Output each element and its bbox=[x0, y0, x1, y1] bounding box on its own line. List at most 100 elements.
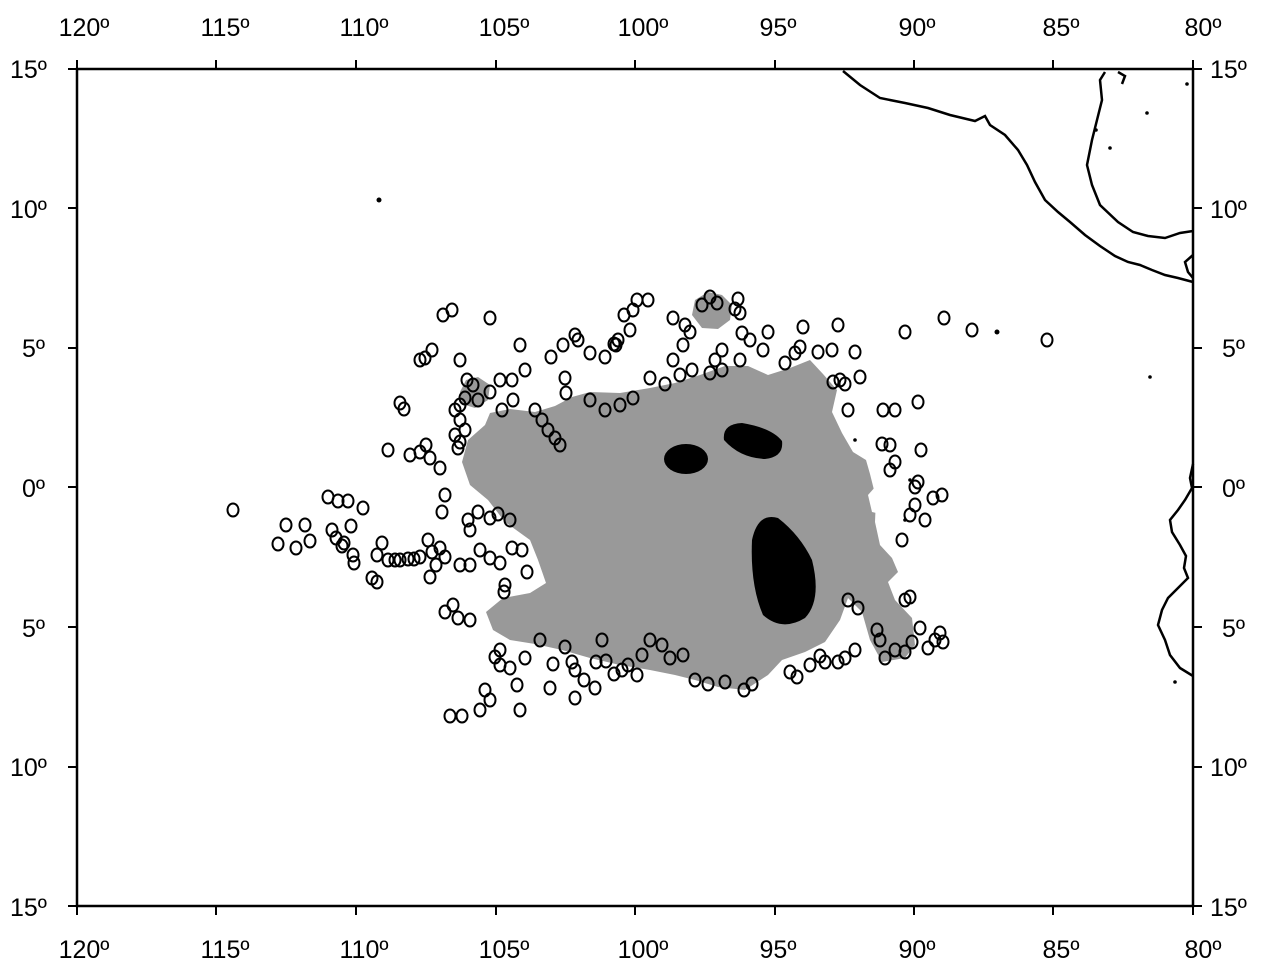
record-marker bbox=[630, 667, 644, 683]
record-marker bbox=[803, 657, 817, 673]
record-marker bbox=[937, 310, 951, 326]
bottom-label-115: 115º bbox=[201, 936, 250, 964]
record-marker bbox=[466, 377, 480, 393]
record-marker bbox=[626, 390, 640, 406]
record-marker bbox=[718, 674, 732, 690]
record-marker bbox=[833, 372, 847, 388]
record-marker bbox=[936, 634, 950, 650]
island-speck bbox=[1148, 375, 1152, 379]
record-marker bbox=[831, 317, 845, 333]
record-marker bbox=[335, 538, 349, 554]
record-marker bbox=[463, 522, 477, 538]
record-marker bbox=[397, 401, 411, 417]
record-marker bbox=[443, 708, 457, 724]
record-marker bbox=[381, 442, 395, 458]
record-marker bbox=[438, 487, 452, 503]
record-marker bbox=[577, 672, 591, 688]
record-marker bbox=[848, 642, 862, 658]
record-marker bbox=[544, 349, 558, 365]
right-label-5n: 5º bbox=[1222, 335, 1245, 363]
record-marker bbox=[393, 552, 407, 568]
record-marker bbox=[607, 666, 621, 682]
bottom-label-95: 95º bbox=[760, 936, 797, 964]
record-marker bbox=[838, 650, 852, 666]
record-marker bbox=[623, 322, 637, 338]
record-marker bbox=[831, 654, 845, 670]
record-marker bbox=[497, 584, 511, 600]
record-marker bbox=[546, 656, 560, 672]
record-marker bbox=[676, 647, 690, 663]
record-marker bbox=[933, 625, 947, 641]
record-marker bbox=[853, 369, 867, 385]
record-marker bbox=[325, 522, 339, 538]
record-marker bbox=[908, 479, 922, 495]
record-marker bbox=[423, 450, 437, 466]
record-marker bbox=[503, 512, 517, 528]
left-tick-labels: 15º 10º 5º 0º 5º 10º 15º bbox=[10, 56, 47, 922]
record-marker bbox=[913, 620, 927, 636]
record-marker bbox=[303, 533, 317, 549]
record-marker bbox=[346, 547, 360, 563]
right-tick-labels: 15º 10º 5º 0º 5º 10º 15º bbox=[1210, 56, 1247, 922]
record-marker bbox=[568, 662, 582, 678]
island-speck bbox=[908, 478, 912, 482]
island-speck bbox=[1094, 128, 1098, 132]
record-marker bbox=[903, 589, 917, 605]
core-area-3 bbox=[751, 516, 816, 625]
record-marker bbox=[666, 310, 680, 326]
record-marker bbox=[453, 434, 467, 450]
record-marker bbox=[926, 490, 940, 506]
record-marker bbox=[429, 557, 443, 573]
record-marker bbox=[703, 365, 717, 381]
record-marker bbox=[498, 577, 512, 593]
record-marker bbox=[918, 512, 932, 528]
record-marker bbox=[513, 702, 527, 718]
record-marker bbox=[598, 349, 612, 365]
left-label-15s: 15º bbox=[10, 894, 47, 922]
left-label-10s: 10º bbox=[10, 754, 47, 782]
record-marker bbox=[513, 337, 527, 353]
record-marker bbox=[841, 402, 855, 418]
left-label-0: 0º bbox=[22, 475, 45, 503]
record-marker bbox=[568, 690, 582, 706]
record-marker bbox=[965, 322, 979, 338]
record-marker bbox=[370, 574, 384, 590]
bottom-label-90: 90º bbox=[899, 936, 936, 964]
top-tick-labels: 120º 115º 110º 105º 100º 95º 90º 85º 80º bbox=[59, 14, 1222, 42]
right-label-15s: 15º bbox=[1210, 894, 1247, 922]
record-marker bbox=[621, 657, 635, 673]
area-gap bbox=[868, 486, 893, 515]
top-label-120: 120º bbox=[59, 14, 110, 42]
record-marker bbox=[761, 324, 775, 340]
top-label-95: 95º bbox=[760, 14, 797, 42]
record-marker bbox=[609, 337, 623, 353]
record-marker bbox=[818, 654, 832, 670]
record-marker bbox=[788, 345, 802, 361]
record-marker bbox=[279, 517, 293, 533]
bottom-label-110: 110º bbox=[340, 936, 389, 964]
record-marker bbox=[756, 342, 770, 358]
record-marker bbox=[471, 504, 485, 520]
island-speck bbox=[994, 329, 1000, 335]
top-label-85: 85º bbox=[1043, 14, 1080, 42]
record-marker bbox=[743, 332, 757, 348]
record-marker bbox=[851, 600, 865, 616]
record-marker bbox=[888, 402, 902, 418]
record-marker bbox=[370, 547, 384, 563]
record-marker bbox=[471, 392, 485, 408]
record-marker bbox=[518, 362, 532, 378]
record-marker bbox=[559, 385, 573, 401]
record-marker bbox=[783, 664, 797, 680]
record-marker bbox=[298, 517, 312, 533]
record-marker bbox=[401, 551, 415, 567]
record-marker bbox=[678, 317, 692, 333]
island-speck bbox=[1173, 680, 1177, 684]
record-marker bbox=[796, 319, 810, 335]
record-marker bbox=[598, 402, 612, 418]
record-marker bbox=[870, 622, 884, 638]
record-marker bbox=[356, 500, 370, 516]
coastline-south-america bbox=[1156, 463, 1195, 678]
bottom-label-80: 80º bbox=[1185, 936, 1222, 964]
record-marker bbox=[848, 344, 862, 360]
record-marker bbox=[271, 536, 285, 552]
